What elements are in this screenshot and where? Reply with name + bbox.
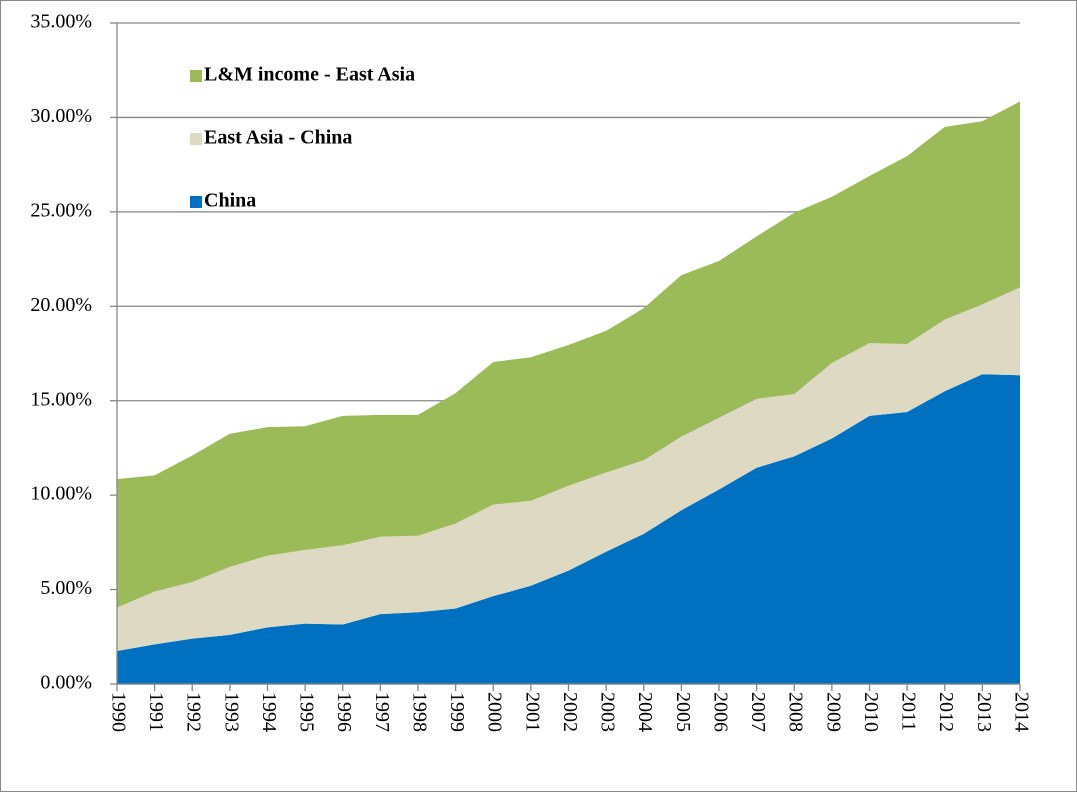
- area: [117, 101, 1020, 608]
- x-tick-label: 2006: [709, 692, 731, 732]
- y-tick-label: 10.00%: [30, 483, 92, 505]
- y-tick-label: 15.00%: [30, 388, 92, 410]
- x-tick-label: 1990: [107, 692, 129, 732]
- x-tick-label: 1997: [371, 692, 393, 732]
- x-tick-label: 2007: [747, 692, 769, 732]
- legend-label: L&M income - East Asia: [204, 64, 415, 86]
- x-tick-label: 1998: [408, 692, 430, 732]
- area: [117, 287, 1020, 651]
- legend-label: China: [204, 190, 256, 212]
- y-tick-label: 5.00%: [40, 577, 92, 599]
- y-tick-label: 0.00%: [40, 672, 92, 694]
- x-tick-label: 2010: [860, 692, 882, 732]
- x-tick-label: 2005: [672, 692, 694, 732]
- x-tick-label: 1991: [145, 692, 167, 732]
- x-tick-label: 2009: [822, 692, 844, 732]
- legend-swatch: [190, 133, 202, 145]
- x-tick-label: 2002: [559, 692, 581, 732]
- x-tick-label: 2008: [785, 692, 807, 732]
- x-tick-label: 1995: [296, 692, 318, 732]
- x-tick-label: 2004: [634, 692, 656, 732]
- x-tick-label: 1994: [258, 692, 280, 732]
- x-tick-label: 1999: [446, 692, 468, 732]
- area: [117, 374, 1020, 684]
- x-tick-label: 1993: [220, 692, 242, 732]
- x-tick-label: 2011: [898, 692, 920, 731]
- x-tick-label: 2000: [484, 692, 506, 732]
- x-tick-label: 2012: [935, 692, 957, 732]
- y-tick-label: 20.00%: [30, 294, 92, 316]
- legend-swatch: [190, 70, 202, 82]
- y-tick-label: 25.00%: [30, 199, 92, 221]
- y-tick-label: 30.00%: [30, 105, 92, 127]
- legend-label: East Asia - China: [204, 127, 352, 149]
- x-tick-label: 1992: [183, 692, 205, 732]
- x-tick-label: 2003: [597, 692, 619, 732]
- y-tick-label: 35.00%: [30, 11, 92, 33]
- x-tick-label: 2014: [1010, 692, 1032, 732]
- legend-swatch: [190, 196, 202, 208]
- x-tick-label: 2013: [973, 692, 995, 732]
- x-tick-label: 1996: [333, 692, 355, 732]
- x-tick-label: 2001: [521, 692, 543, 732]
